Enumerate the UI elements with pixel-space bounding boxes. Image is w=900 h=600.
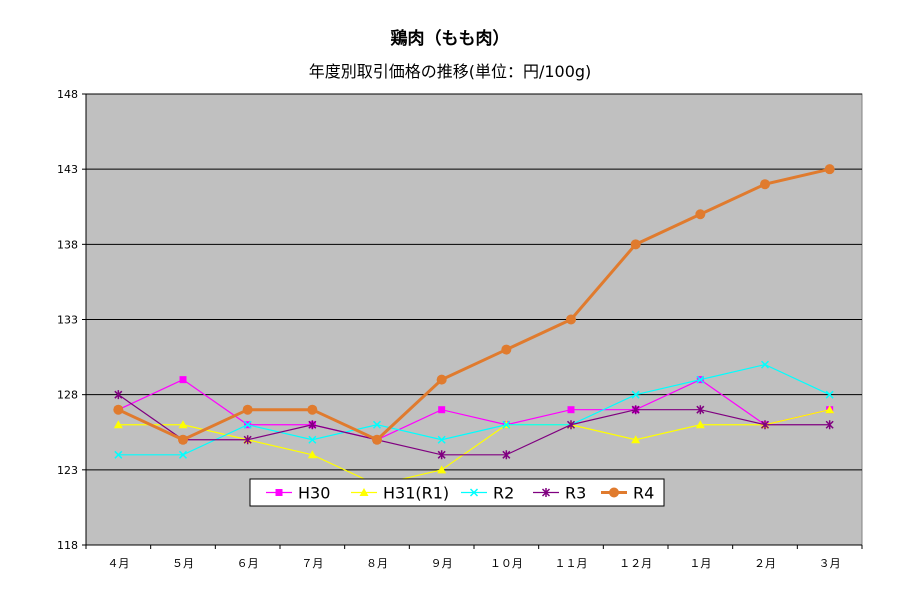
x-tick-label: ７月 [301,557,323,570]
y-tick-label: 138 [57,238,78,251]
data-point [243,435,252,445]
data-point [113,420,123,429]
data-point [695,209,706,220]
y-tick-label: 128 [57,389,78,402]
legend-box [249,478,665,507]
data-point [437,450,446,460]
data-point [436,374,447,385]
data-point [696,375,705,384]
x-tick-label: １月 [689,557,711,570]
legend-marker [359,488,369,496]
data-point [308,420,317,430]
data-point [438,406,446,414]
series-r4 [113,164,835,445]
data-point [825,390,834,399]
y-tick-label: 133 [57,314,78,327]
legend: H30 H31(R1) R2 R3 R4 [249,478,665,507]
y-tick-label: 143 [57,163,78,176]
x-tick-label: １０月 [490,557,523,570]
legend-label: R3 [565,484,586,503]
x-tick-label: ４月 [107,557,129,570]
legend-label: H31(R1) [383,484,449,503]
data-point [760,360,770,369]
data-point [437,435,446,444]
y-tick-label: 123 [57,464,78,477]
legend-marker [275,489,283,496]
data-point [437,465,447,474]
data-point [242,404,253,415]
data-point [501,344,512,355]
x-tick-label: １１月 [555,557,588,570]
data-point [631,405,640,415]
data-point [824,164,835,175]
legend-marker [469,488,479,497]
data-point [307,450,317,459]
data-point [696,405,705,415]
legend-label: R2 [493,484,514,503]
x-axis-ticks: ４月 ５月 ６月 ７月 ８月 ９月 １０月 １１月 １２月 １月 ２月 ３月 [85,545,863,570]
x-tick-label: ６月 [237,557,259,570]
data-point [695,420,705,429]
x-tick-label: ３月 [819,557,841,570]
y-axis-ticks: 118 123 128 133 138 143 148 [57,88,86,552]
data-point [114,390,123,400]
y-tick-label: 118 [57,539,78,552]
data-point [113,404,124,415]
chart-title: 鶏肉（もも肉） [390,29,510,49]
x-tick-label: ８月 [366,557,388,570]
series-line [118,378,830,441]
data-point [502,450,511,460]
x-tick-label: ９月 [431,557,453,570]
y-tick-label: 148 [57,88,78,101]
data-point [372,434,382,445]
chart-subtitle: 年度別取引価格の推移(単位：円/100g) [308,62,592,81]
data-point [114,450,123,459]
series-line [117,167,831,442]
data-point [502,420,511,429]
data-point [630,239,641,250]
data-point [631,390,640,399]
data-point [179,376,187,384]
data-point [372,420,382,429]
data-point [178,450,188,459]
legend-marker [609,487,619,498]
data-point [825,420,834,430]
data-point [760,420,770,430]
legend-marker [541,488,551,497]
data-point [566,314,576,325]
series-line [118,363,830,456]
series-line [117,394,830,456]
legend-label: R4 [633,484,654,503]
data-point [567,406,575,414]
x-tick-label: １２月 [619,557,652,570]
legend-label: H30 [298,484,330,503]
series-line [118,409,830,486]
data-point [631,435,641,444]
data-point [243,420,252,429]
x-tick-label: ５月 [172,557,194,570]
data-point [307,404,318,415]
data-point [308,435,317,444]
x-tick-label: ２月 [754,557,776,570]
data-point [566,420,576,430]
data-point [760,179,770,190]
data-point [825,405,835,414]
data-point [178,434,188,445]
data-point [178,420,188,429]
series-group [113,164,835,489]
